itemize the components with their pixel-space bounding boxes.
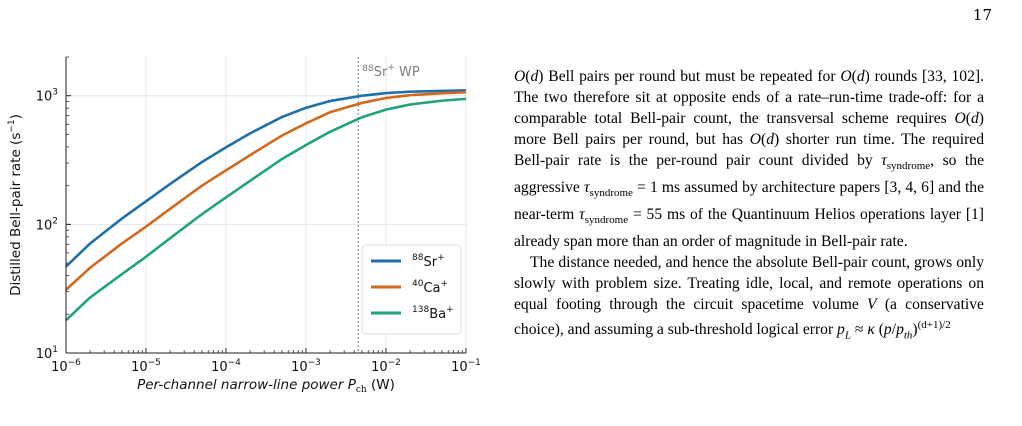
x-tick-label: 10−1 xyxy=(451,358,481,375)
legend-label-ba: 138Ba+ xyxy=(412,305,454,322)
series-line-ca xyxy=(65,90,467,291)
legend: 88Sr+ 40Ca+ 138Ba+ xyxy=(361,244,462,335)
working-point-marker: 88Sr+ WP xyxy=(357,57,420,353)
y-tick-label: 101 xyxy=(36,345,58,362)
paragraph-2: The distance needed, and hence the absol… xyxy=(514,254,984,342)
x-tick-label: 10−2 xyxy=(371,358,401,375)
x-axis-label: Per-channel narrow-line power Pch (W) xyxy=(137,377,395,395)
axis-labels: Per-channel narrow-line power Pch (W) Dis… xyxy=(7,114,395,395)
x-tick-label: 10−6 xyxy=(51,358,81,375)
tick-labels: 10−6 10−5 10−4 10−3 10−2 10−1 101 102 103 xyxy=(36,88,481,375)
working-point-label: 88Sr+ WP xyxy=(362,63,420,80)
curves xyxy=(65,89,467,322)
series-line-ba xyxy=(65,97,467,322)
x-tick-label: 10−3 xyxy=(291,358,321,375)
paragraph-1: O(d) Bell pairs per round but must be re… xyxy=(514,68,984,251)
y-axis-label: Distilled Bell-pair rate (s−1) xyxy=(7,114,24,296)
y-tick-label: 103 xyxy=(36,88,58,105)
series-line-sr xyxy=(65,89,467,268)
page-number: 17 xyxy=(972,6,992,24)
figure: 88Sr+ WP 10−6 10−5 10−4 10−3 10−2 10−11011021… xyxy=(7,56,481,395)
legend-label-ca: 40Ca+ xyxy=(412,279,448,296)
y-tick-label: 102 xyxy=(36,216,58,233)
axes xyxy=(65,57,467,354)
body-text: O(d) Bell pairs per round but must be re… xyxy=(514,66,984,422)
x-tick-label: 10−5 xyxy=(131,358,161,375)
legend-label-sr: 88Sr+ xyxy=(412,253,445,270)
x-tick-label: 10−4 xyxy=(211,358,241,375)
